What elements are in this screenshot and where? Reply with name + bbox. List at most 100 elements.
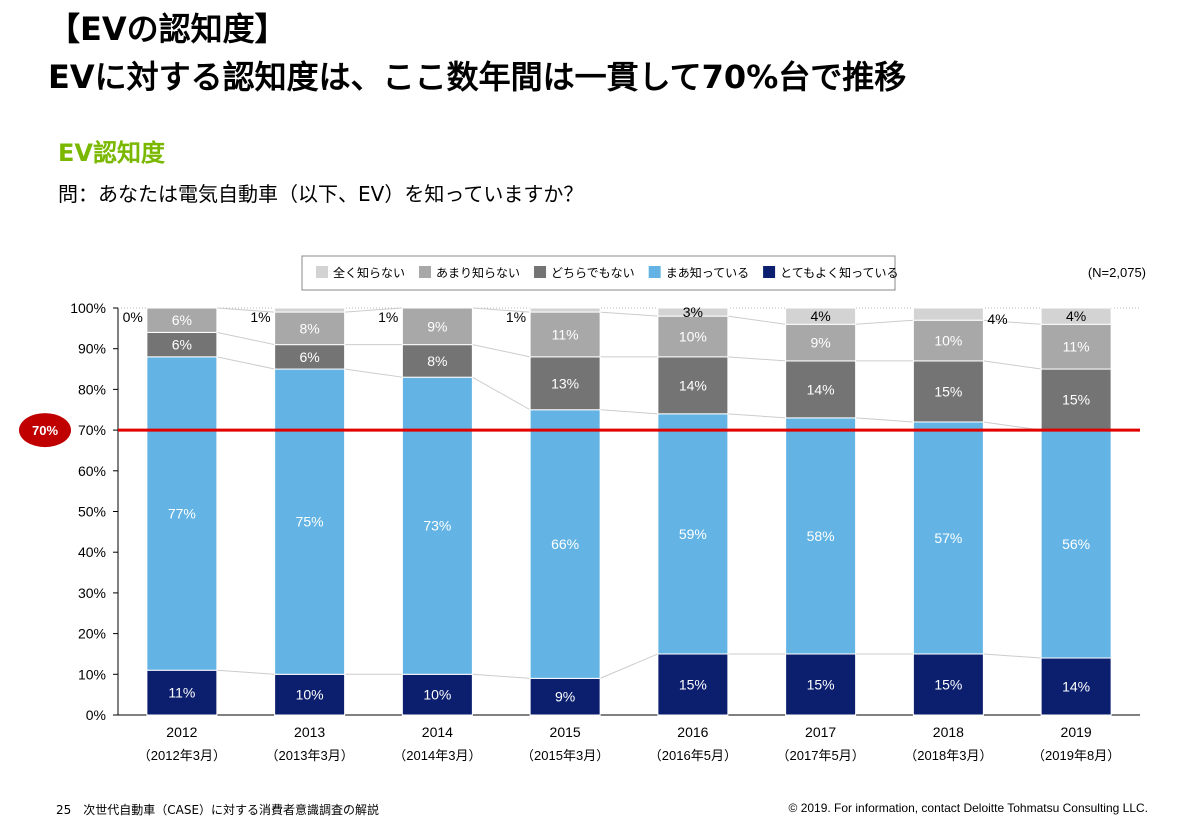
data-label: 10% [423,687,451,703]
data-label: 15% [934,676,962,692]
data-label: 1% [506,309,526,325]
data-label: 77% [168,506,196,522]
legend-box [301,255,896,291]
bar-segment [912,319,984,362]
data-label: 11% [168,685,195,701]
bar-segment [1040,368,1112,431]
data-label: 56% [1062,536,1090,552]
bar-segment [785,307,857,325]
bar-segment [785,323,857,362]
bar-segment [1040,323,1112,370]
connector-line [216,356,275,370]
data-label: 10% [679,328,707,344]
bar-segment [529,677,601,716]
y-tick-label: 50% [78,504,106,520]
reference-badge-label: 70% [32,423,58,438]
connector-line [727,315,786,325]
bar-segment [657,307,729,317]
x-tick-label: 2013 [294,724,325,740]
bar-segment [912,307,984,321]
bar-segment [146,356,218,671]
connector-line [600,311,658,317]
x-tick-sublabel: （2014年3月） [393,748,481,763]
connector-line [600,409,658,415]
data-label: 3% [683,304,703,320]
data-label: 13% [551,375,579,391]
y-tick-label: 0% [86,707,106,723]
legend-swatch [419,266,432,278]
y-tick-label: 10% [78,666,106,682]
bar-segment [1040,429,1112,659]
bar-segment [785,360,857,419]
bar-segment [912,421,984,655]
data-label: 66% [551,536,579,552]
bar-segment [274,344,346,370]
survey-question: 問：あなたは電気自動車（以下、EV）を知っていますか？ [58,182,584,206]
bar-segment [1040,307,1112,325]
connector-line [983,653,1042,659]
x-tick-sublabel: （2016年5月） [649,748,737,763]
connector-line [727,356,786,362]
bar-segment [146,307,218,333]
data-label: 1% [250,309,270,325]
x-tick-label: 2018 [933,724,964,740]
data-label: 15% [679,676,707,692]
data-label: 11% [1063,339,1090,355]
bar-segment [529,307,601,313]
reference-badge [19,413,71,448]
connector-line [472,673,531,679]
legend-label: まあ知っている [666,266,749,280]
x-tick-sublabel: （2017年5月） [777,748,865,763]
data-label: 15% [1062,392,1090,408]
legend-swatch [534,266,547,278]
y-tick-label: 100% [70,300,106,316]
data-label: 10% [934,333,962,349]
bar-segment [912,653,984,716]
data-label: 4% [987,311,1007,327]
x-tick-sublabel: （2018年3月） [904,748,992,763]
data-label: 14% [679,377,707,393]
legend-label: とてもよく知っている [780,266,898,280]
legend-swatch [648,266,661,278]
connector-line [855,319,914,325]
data-label: 6% [172,337,192,353]
bar-segment [274,368,346,675]
footer-page-info: 25 次世代自動車（CASE）に対する消費者意識調査の解説 [56,803,380,817]
data-label: 4% [811,308,831,324]
bar-segment [529,356,601,411]
x-tick-sublabel: （2012年3月） [138,748,226,763]
x-tick-label: 2014 [422,724,453,740]
data-label: 4% [1066,308,1086,324]
data-label: 9% [555,689,575,705]
x-tick-sublabel: （2015年3月） [521,748,609,763]
data-label: 73% [423,518,451,534]
x-tick-label: 2019 [1061,724,1092,740]
x-tick-sublabel: （2019年8月） [1032,748,1120,763]
y-tick-label: 80% [78,381,106,397]
data-label: 14% [1062,679,1090,695]
footer-copyright: © 2019. For information, contact Deloitt… [788,801,1148,815]
data-label: 6% [300,349,320,365]
connector-line [855,417,914,423]
data-label: 75% [296,514,324,530]
data-label: 9% [811,335,831,351]
data-label: 0% [123,309,143,325]
y-tick-label: 40% [78,544,106,560]
legend-label: 全く知らない [333,265,405,280]
connector-line [983,319,1042,325]
bar-segment [146,669,218,716]
bar-segment [785,653,857,716]
bar-segment [657,315,729,358]
x-tick-label: 2012 [166,724,197,740]
connector-line [472,376,531,411]
legend-swatch [763,266,776,278]
bar-segment [146,331,218,358]
bar-segment [274,673,346,716]
bar-segment [274,307,346,313]
legend-swatch [316,266,328,278]
connector-line [216,307,275,313]
connector-line [472,344,531,358]
data-label: 57% [934,530,962,546]
connector-line [216,331,275,346]
sample-size-note: (N=2,075) [1088,265,1146,280]
